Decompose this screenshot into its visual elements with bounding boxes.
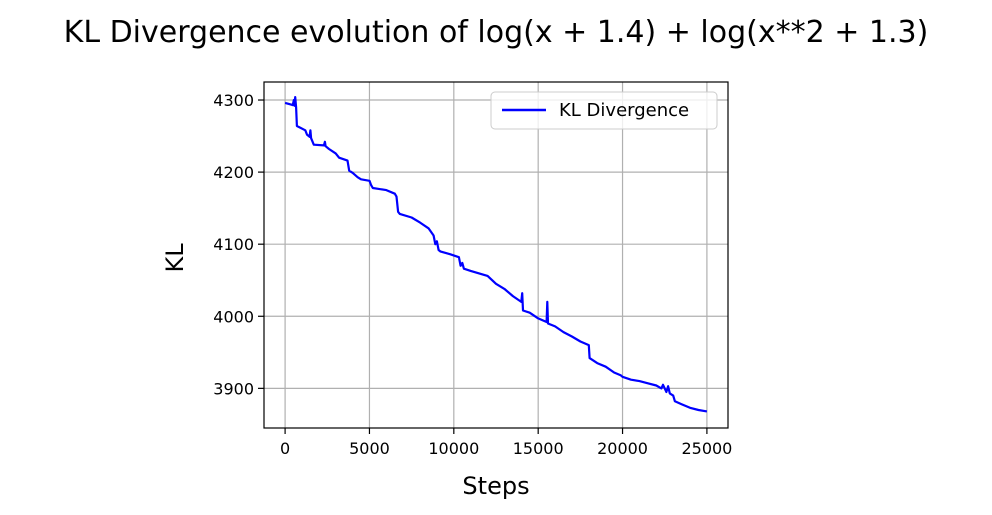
x-tick-label: 10000 [428, 439, 479, 458]
x-tick-label: 20000 [597, 439, 648, 458]
y-tick-label: 4200 [213, 163, 254, 182]
x-axis-label: Steps [462, 472, 529, 500]
x-axis: 0 5000 10000 15000 20000 25000 [280, 428, 732, 458]
y-tick-label: 4000 [213, 307, 254, 326]
y-tick-label: 3900 [213, 379, 254, 398]
plot-frame [263, 81, 729, 429]
x-tick-label: 15000 [513, 439, 564, 458]
legend-box [490, 91, 718, 130]
grid-lines [264, 82, 728, 428]
y-axis-label: KL [161, 243, 189, 273]
legend: KL Divergence [490, 91, 718, 130]
x-tick-label: 5000 [349, 439, 390, 458]
x-tick-label: 25000 [681, 439, 732, 458]
x-tick-label: 0 [280, 439, 290, 458]
legend-label: KL Divergence [559, 100, 689, 121]
series-line-kl-divergence [284, 95, 708, 413]
chart-title: KL Divergence evolution of log(x + 1.4) … [64, 15, 929, 50]
y-axis: 3900 4000 4100 4200 4300 [213, 91, 264, 398]
y-tick-label: 4100 [213, 235, 254, 254]
series-layer [284, 95, 708, 413]
y-tick-label: 4300 [213, 91, 254, 110]
